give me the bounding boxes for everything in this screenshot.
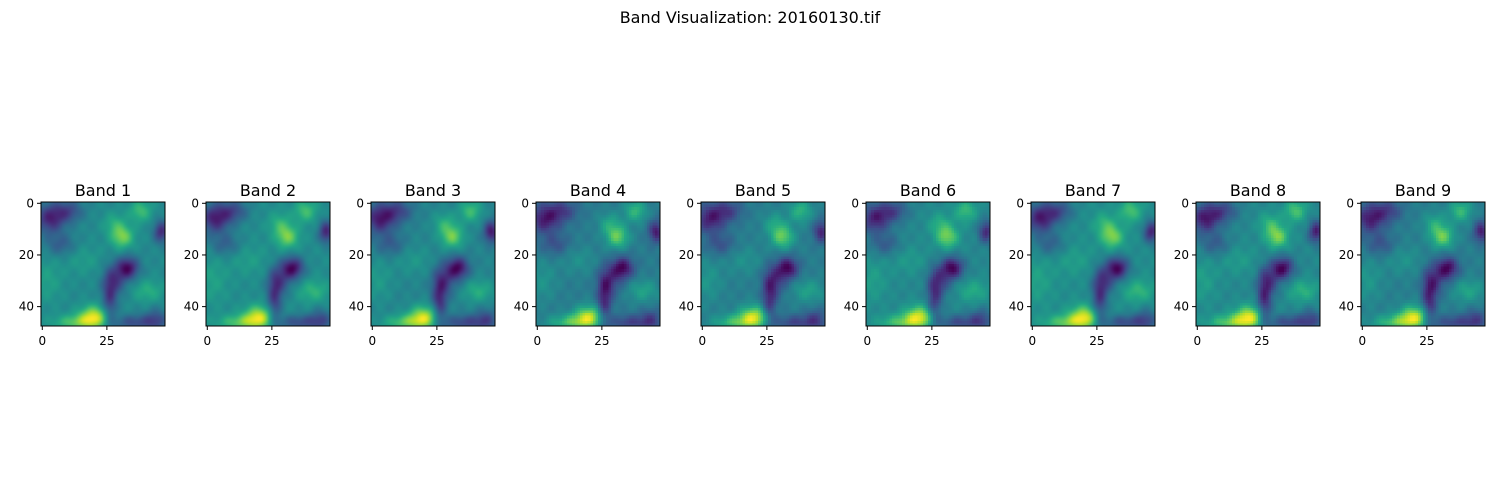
y-tick-label: 0 (191, 196, 199, 210)
band-panel: Band 4 0 25 0 20 40 (514, 181, 661, 348)
y-tick-label: 40 (184, 300, 199, 314)
y-tick-label: 0 (521, 196, 529, 210)
axes-frame (535, 201, 661, 327)
y-tick-label: 20 (844, 248, 859, 262)
x-tick-label: 25 (594, 334, 609, 348)
y-tick-label: 40 (19, 300, 34, 314)
y-tick-label: 20 (1009, 248, 1024, 262)
band-panel: Band 3 0 25 0 20 40 (349, 181, 496, 348)
x-tick-label: 25 (759, 334, 774, 348)
axes-frame (1195, 201, 1321, 327)
y-tick-label: 40 (679, 300, 694, 314)
y-tick-label: 40 (349, 300, 364, 314)
y-tick-label: 40 (1009, 300, 1024, 314)
y-tick-label: 0 (1346, 196, 1354, 210)
x-tick-label: 25 (264, 334, 279, 348)
band-panel: Band 8 0 25 0 20 40 (1174, 181, 1321, 348)
x-tick-label: 0 (203, 334, 211, 348)
panel-title: Band 3 (405, 181, 461, 200)
band-heatmap-image (1361, 202, 1485, 326)
axes-frame (205, 201, 331, 327)
x-tick-label: 25 (1419, 334, 1434, 348)
y-tick-label: 0 (1016, 196, 1024, 210)
band-panel: Band 6 0 25 0 20 40 (844, 181, 991, 348)
band-heatmap-image (206, 202, 330, 326)
band-panel: Band 7 0 25 0 20 40 (1009, 181, 1156, 348)
x-tick-label: 25 (1089, 334, 1104, 348)
panel-title: Band 6 (900, 181, 956, 200)
y-tick-label: 20 (1174, 248, 1189, 262)
band-heatmap-image (371, 202, 495, 326)
x-tick-label: 0 (368, 334, 376, 348)
x-tick-label: 0 (533, 334, 541, 348)
panel-title: Band 2 (240, 181, 296, 200)
y-tick-label: 40 (1339, 300, 1354, 314)
y-tick-label: 20 (679, 248, 694, 262)
panel-title: Band 8 (1230, 181, 1286, 200)
band-panel: Band 2 0 25 0 20 40 (184, 181, 331, 348)
band-panel: Band 1 0 25 0 20 40 (19, 181, 166, 348)
y-tick-label: 40 (844, 300, 859, 314)
y-tick-label: 20 (514, 248, 529, 262)
y-tick-label: 0 (1181, 196, 1189, 210)
x-tick-label: 25 (429, 334, 444, 348)
x-tick-label: 0 (1028, 334, 1036, 348)
y-tick-label: 20 (19, 248, 34, 262)
y-tick-label: 0 (851, 196, 859, 210)
band-heatmap-image (701, 202, 825, 326)
x-tick-label: 0 (698, 334, 706, 348)
band-heatmap-image (41, 202, 165, 326)
x-tick-label: 0 (38, 334, 46, 348)
axes-frame (40, 201, 166, 327)
panel-title: Band 1 (75, 181, 131, 200)
x-tick-label: 25 (99, 334, 114, 348)
x-tick-label: 25 (924, 334, 939, 348)
x-tick-label: 0 (1358, 334, 1366, 348)
band-panel: Band 9 0 25 0 20 40 (1339, 181, 1486, 348)
panel-title: Band 5 (735, 181, 791, 200)
panel-grid: Band 1 0 25 0 20 40 Band 2 0 25 0 20 40 Band 3 0 25 0 20… (19, 181, 1486, 348)
x-tick-label: 0 (863, 334, 871, 348)
y-tick-label: 40 (1174, 300, 1189, 314)
y-tick-label: 20 (1339, 248, 1354, 262)
panel-title: Band 9 (1395, 181, 1451, 200)
axes-frame (1360, 201, 1486, 327)
x-tick-label: 0 (1193, 334, 1201, 348)
y-tick-label: 0 (686, 196, 694, 210)
y-tick-label: 0 (356, 196, 364, 210)
panel-title: Band 4 (570, 181, 626, 200)
band-heatmap-image (1031, 202, 1155, 326)
axes-frame (865, 201, 991, 327)
y-tick-label: 20 (184, 248, 199, 262)
axes-frame (1030, 201, 1156, 327)
y-tick-label: 20 (349, 248, 364, 262)
axes-frame (370, 201, 496, 327)
band-heatmap-image (1196, 202, 1320, 326)
band-heatmap-image (536, 202, 660, 326)
axes-frame (700, 201, 826, 327)
x-tick-label: 25 (1254, 334, 1269, 348)
figure-suptitle: Band Visualization: 20160130.tif (620, 8, 881, 27)
y-tick-label: 40 (514, 300, 529, 314)
band-heatmap-image (866, 202, 990, 326)
panel-title: Band 7 (1065, 181, 1121, 200)
y-tick-label: 0 (26, 196, 34, 210)
